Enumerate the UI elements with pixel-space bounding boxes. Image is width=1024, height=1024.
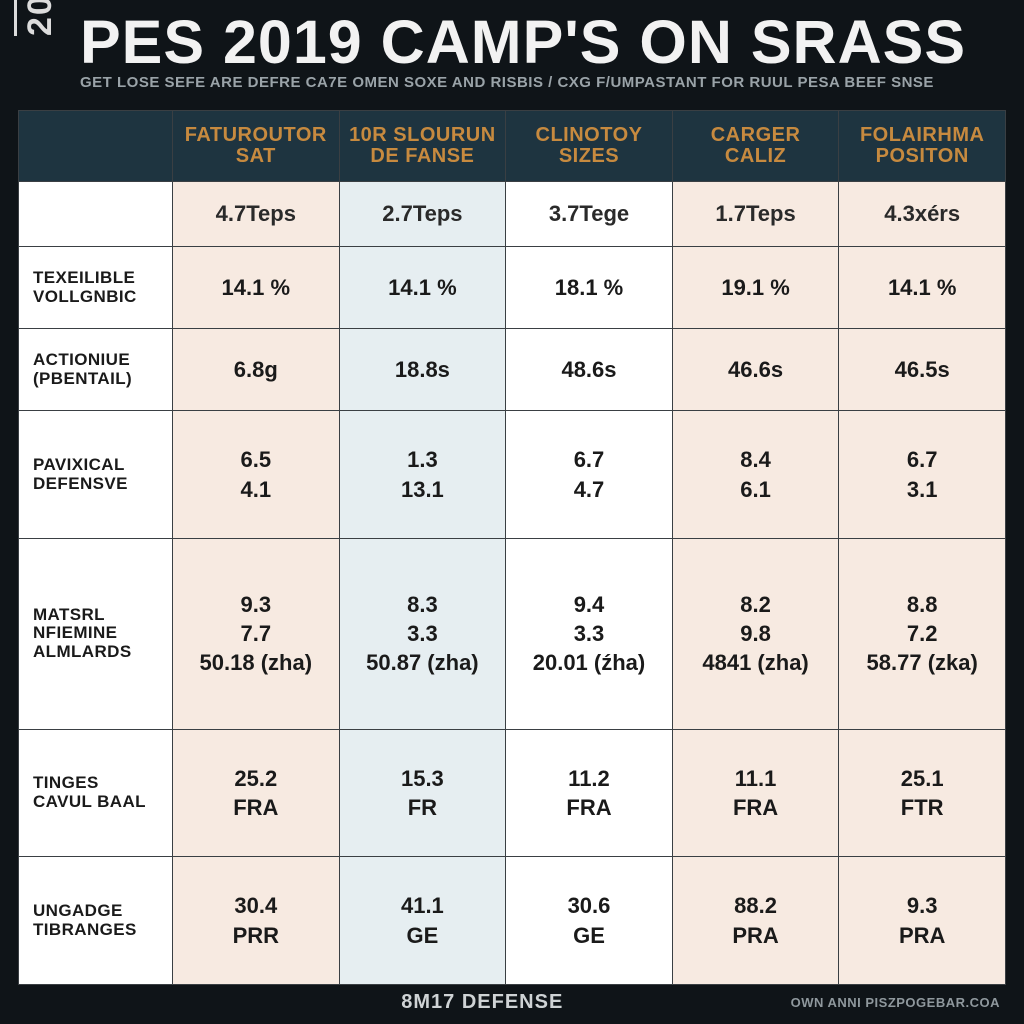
table-cell: 48.6s xyxy=(506,329,673,411)
table-row: 4.7Teps2.7Teps3.7Tege1.7Teps4.3xérs xyxy=(19,182,1006,247)
row-label: TINGESCAVUL BAAL xyxy=(19,729,173,857)
table-cell: 9.43.320.01 (źha) xyxy=(506,539,673,729)
table-cell: 11.2FRA xyxy=(506,729,673,857)
table-cell: 9.3PRA xyxy=(839,857,1006,985)
table-cell: 8.87.258.77 (zka) xyxy=(839,539,1006,729)
footer-center-label: 8M17 DEFENSE xyxy=(174,991,791,1014)
table-cell: 14.1 % xyxy=(173,246,340,328)
table-cell: 46.5s xyxy=(839,329,1006,411)
table-header: FATUROUTORSAT 10R SLOURUNDE FANSE CLINOT… xyxy=(19,111,1006,182)
table-cell: 11.1FRA xyxy=(672,729,839,857)
table-cell: 4.7Teps xyxy=(173,182,340,247)
col-header-1: 10R SLOURUNDE FANSE xyxy=(339,111,506,182)
table-cell: 14.1 % xyxy=(839,246,1006,328)
table-cell: 6.54.1 xyxy=(173,411,340,539)
table-row: UNGADGETIBRANGES30.4PRR41.1GE30.6GE88.2P… xyxy=(19,857,1006,985)
table-cell: 2.7Teps xyxy=(339,182,506,247)
table-cell: 8.33.350.87 (zha) xyxy=(339,539,506,729)
table-cell: 15.3FR xyxy=(339,729,506,857)
table-cell: 4.3xérs xyxy=(839,182,1006,247)
table-cell: 6.73.1 xyxy=(839,411,1006,539)
page-subtitle: GET LOSE SEFE ARE DEFRE CA7E OMEN SOXE A… xyxy=(80,74,1002,91)
table-body: 4.7Teps2.7Teps3.7Tege1.7Teps4.3xérsTEXEI… xyxy=(19,182,1006,985)
table-cell: 18.8s xyxy=(339,329,506,411)
col-header-3: CARGERCALIZ xyxy=(672,111,839,182)
row-label: ACTIONIUE(PBENTAIL) xyxy=(19,329,173,411)
table-cell: 8.29.84841 (zha) xyxy=(672,539,839,729)
table-cell: 8.46.1 xyxy=(672,411,839,539)
table-cell: 3.7Tege xyxy=(506,182,673,247)
table-cell: 30.6GE xyxy=(506,857,673,985)
table-cell: 41.1GE xyxy=(339,857,506,985)
table-cell: 6.74.7 xyxy=(506,411,673,539)
title-block: PES 2019 CAMP'S ON SRASS GET LOSE SEFE A… xyxy=(80,14,1002,91)
comparison-table: FATUROUTORSAT 10R SLOURUNDE FANSE CLINOT… xyxy=(18,110,1006,985)
table-cell: 19.1 % xyxy=(672,246,839,328)
table-corner-cell xyxy=(19,111,173,182)
table-cell: 9.37.750.18 (zha) xyxy=(173,539,340,729)
table-row: TEXEILIBLEVOLLGNBIC14.1 %14.1 %18.1 %19.… xyxy=(19,246,1006,328)
table-cell: 6.8ɡ xyxy=(173,329,340,411)
table-cell: 1.7Teps xyxy=(672,182,839,247)
row-label: MATSRLNFIEMINEALMLARDS xyxy=(19,539,173,729)
row-label: PAVIXICALDEFENSVE xyxy=(19,411,173,539)
table-cell: 88.2PRA xyxy=(672,857,839,985)
col-header-0: FATUROUTORSAT xyxy=(173,111,340,182)
table-row: PAVIXICALDEFENSVE6.54.11.313.16.74.78.46… xyxy=(19,411,1006,539)
table-cell: 30.4PRR xyxy=(173,857,340,985)
row-label xyxy=(19,182,173,247)
year-badge: 20/18 xyxy=(14,0,94,36)
page-title: PES 2019 CAMP'S ON SRASS xyxy=(80,14,1002,70)
table-cell: 25.2FRA xyxy=(173,729,340,857)
table-cell: 14.1 % xyxy=(339,246,506,328)
comparison-table-container: FATUROUTORSAT 10R SLOURUNDE FANSE CLINOT… xyxy=(18,110,1006,985)
table-row: TINGESCAVUL BAAL25.2FRA15.3FR11.2FRA11.1… xyxy=(19,729,1006,857)
table-cell: 18.1 % xyxy=(506,246,673,328)
row-label: TEXEILIBLEVOLLGNBIC xyxy=(19,246,173,328)
header: 20/18 PES 2019 CAMP'S ON SRASS GET LOSE … xyxy=(0,0,1024,102)
row-label: UNGADGETIBRANGES xyxy=(19,857,173,985)
table-cell: 1.313.1 xyxy=(339,411,506,539)
table-cell: 46.6s xyxy=(672,329,839,411)
table-row: MATSRLNFIEMINEALMLARDS9.37.750.18 (zha)8… xyxy=(19,539,1006,729)
col-header-4: FOLAIRHMAPOSITON xyxy=(839,111,1006,182)
footer: 8M17 DEFENSE OWN ANNI PISZPOGEBAR.COA xyxy=(0,985,1024,1024)
table-cell: 25.1FTR xyxy=(839,729,1006,857)
table-row: ACTIONIUE(PBENTAIL)6.8ɡ18.8s48.6s46.6s46… xyxy=(19,329,1006,411)
footer-credit: OWN ANNI PISZPOGEBAR.COA xyxy=(791,995,1000,1010)
col-header-2: CLINOTOYSIZES xyxy=(506,111,673,182)
